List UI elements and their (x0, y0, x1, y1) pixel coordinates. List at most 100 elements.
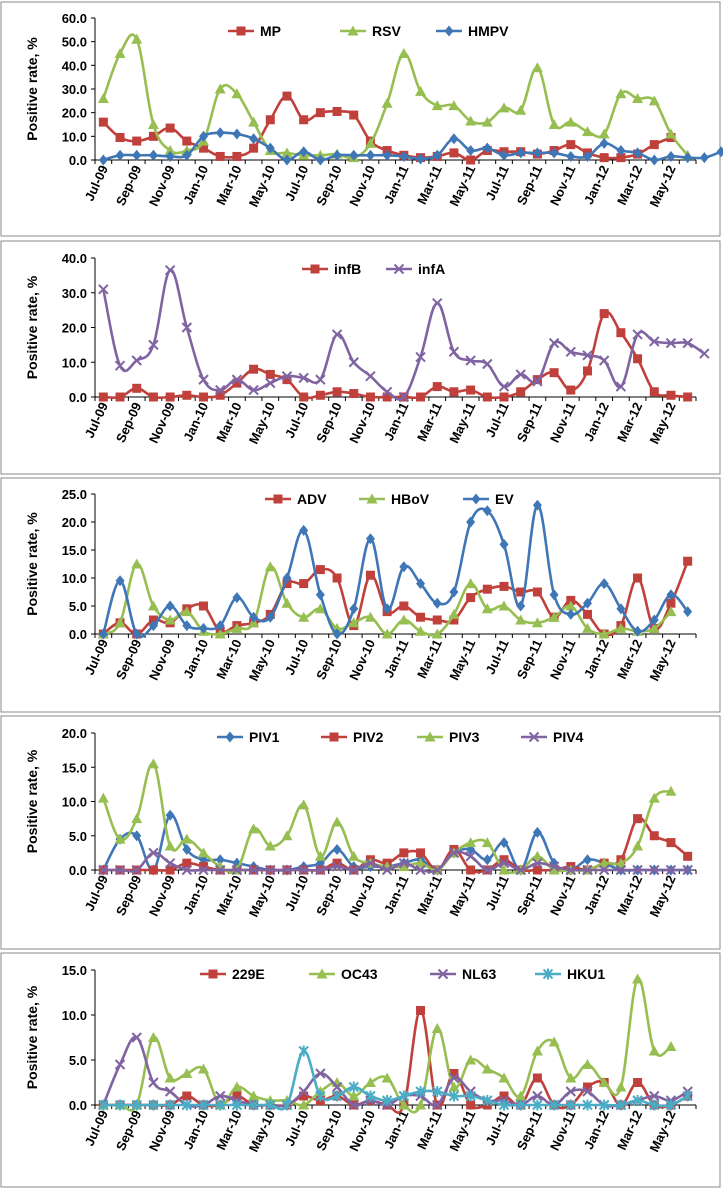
data-point-NL63 (448, 1072, 460, 1084)
data-point-HMPV (432, 149, 442, 161)
data-point-PIV3 (465, 837, 477, 848)
data-point-OC43 (448, 1081, 460, 1092)
data-point-NL63 (315, 1068, 326, 1079)
data-point-229E (582, 1082, 592, 1092)
y-tick-label: 20.0 (62, 515, 87, 530)
data-point-ADV (566, 595, 576, 605)
data-point-HBoV (147, 600, 159, 611)
data-point-PIV4 (498, 857, 510, 869)
data-point-PIV4 (315, 864, 326, 876)
data-point-HKU1 (148, 1099, 159, 1111)
legend-marker (208, 969, 218, 979)
data-point-HKU1 (365, 1090, 376, 1102)
legend-label: PIV3 (449, 729, 480, 745)
data-point-HBoV (581, 622, 593, 633)
data-point-PIV3 (415, 857, 427, 868)
legend-label: EV (495, 491, 514, 507)
legend-entry-OC43: OC43 (309, 966, 378, 982)
y-tick-label: 0.0 (69, 863, 87, 878)
data-point-MP (265, 115, 275, 125)
data-point-PIV2 (649, 831, 659, 841)
data-point-HKU1 (682, 1090, 693, 1102)
data-point-HMPV (332, 149, 342, 161)
data-point-EV (633, 625, 643, 637)
data-point-PIV3 (615, 857, 627, 868)
data-point-PIV1 (482, 854, 492, 866)
y-axis-label: Positive rate, % (24, 37, 40, 141)
data-point-infA (649, 336, 660, 347)
data-point-HBoV (231, 622, 243, 633)
data-point-infA (231, 374, 243, 385)
data-point-MP (182, 136, 192, 146)
data-point-PIV1 (215, 854, 225, 866)
data-point-RSV (648, 95, 660, 106)
legend-label: 229E (232, 966, 265, 982)
data-point-MP (249, 143, 259, 153)
data-point-infA (615, 381, 627, 392)
data-point-ADV (532, 587, 542, 597)
data-point-PIV3 (531, 850, 543, 861)
data-point-infA (448, 346, 460, 358)
data-point-NL63 (215, 1090, 226, 1102)
data-point-PIV2 (165, 865, 175, 875)
data-point-PIV3 (298, 799, 310, 810)
data-point-PIV4 (615, 864, 627, 876)
data-point-infA (532, 376, 543, 387)
data-point-ADV (332, 573, 342, 583)
data-point-infB (599, 309, 609, 319)
data-point-PIV4 (649, 864, 660, 876)
data-point-HMPV (516, 147, 526, 159)
data-point-PIV3 (398, 861, 410, 872)
data-point-HKU1 (548, 1099, 560, 1111)
data-point-OC43 (665, 1041, 677, 1051)
data-point-infA (381, 386, 393, 397)
data-point-MP (299, 115, 309, 125)
data-point-OC43 (648, 1045, 660, 1056)
data-point-HKU1 (415, 1086, 426, 1097)
legend-marker (310, 264, 320, 274)
data-point-HKU1 (532, 1099, 543, 1111)
y-tick-label: 5.0 (69, 599, 87, 614)
data-point-infB (115, 392, 125, 402)
data-point-ADV (449, 615, 459, 625)
data-point-RSV (398, 48, 410, 58)
data-point-HBoV (298, 611, 310, 622)
data-point-OC43 (481, 1063, 493, 1074)
data-point-infA (582, 350, 593, 361)
data-point-229E (499, 1091, 509, 1101)
data-point-OC43 (248, 1090, 260, 1101)
data-point-HKU1 (281, 1099, 293, 1111)
data-point-229E (182, 1091, 192, 1101)
data-point-MP (282, 91, 292, 101)
data-point-PIV3 (114, 833, 126, 844)
data-point-ADV (432, 615, 442, 625)
data-point-infA (331, 329, 343, 340)
data-point-NL63 (532, 1090, 543, 1102)
data-point-EV (182, 620, 192, 632)
y-tick-label: 0.0 (69, 153, 87, 168)
data-point-HMPV (482, 142, 492, 154)
legend-label: NL63 (462, 966, 496, 982)
data-point-RSV (448, 100, 460, 111)
data-point-HMPV (215, 127, 225, 139)
data-point-HMPV (416, 153, 426, 165)
series-infA (98, 264, 710, 403)
panel-frame (0, 1, 721, 237)
legend-entry-NL63: NL63 (430, 966, 496, 982)
panel-frame (0, 952, 721, 1188)
data-point-PIV2 (332, 858, 342, 868)
data-point-infB (683, 392, 693, 402)
data-point-HKU1 (381, 1095, 393, 1106)
data-point-MP (449, 148, 459, 158)
data-point-PIV4 (448, 847, 460, 859)
data-point-HMPV (382, 149, 392, 161)
data-point-infA (598, 355, 610, 366)
data-point-PIV4 (532, 857, 543, 869)
y-tick-label: 20.0 (62, 106, 87, 121)
data-point-PIV3 (648, 792, 660, 803)
data-point-HBoV (381, 628, 393, 639)
series-EV (98, 499, 693, 640)
data-point-infA (114, 360, 126, 371)
